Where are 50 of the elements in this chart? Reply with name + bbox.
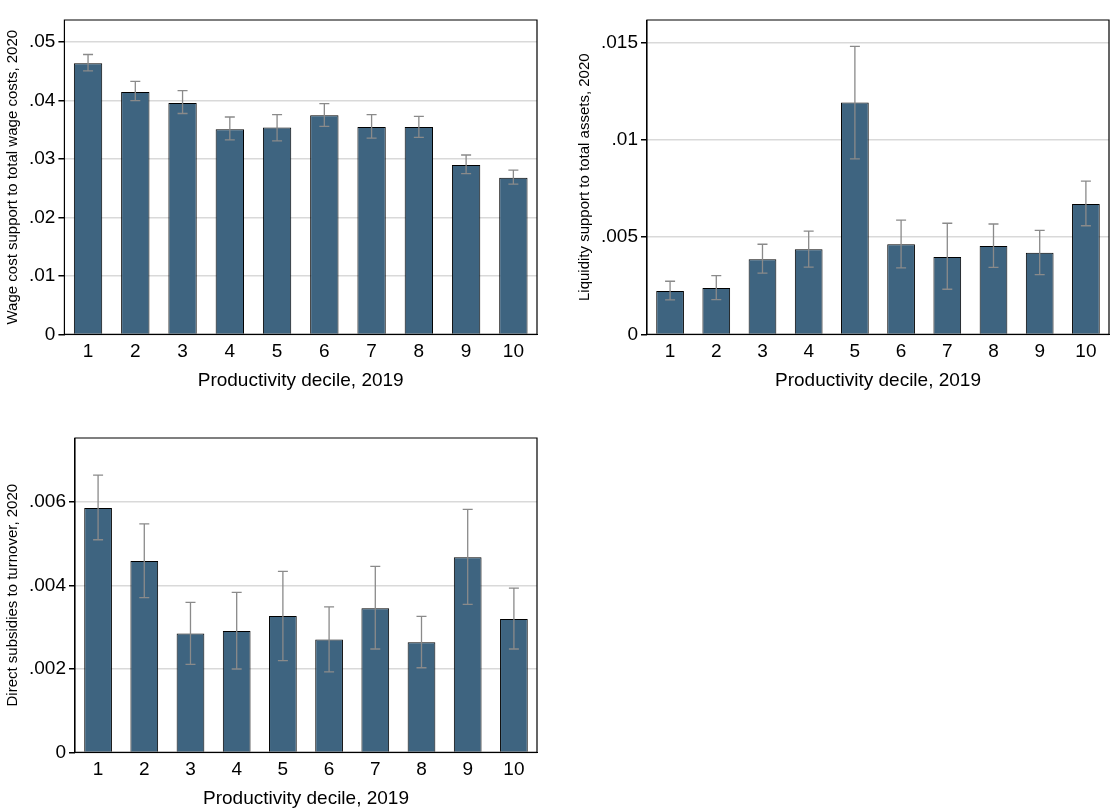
x-tick-label: 10 bbox=[502, 340, 524, 362]
y-tick-label: .05 bbox=[28, 30, 56, 52]
y-tick-label: .004 bbox=[29, 573, 67, 595]
x-tick-label: 1 bbox=[82, 340, 94, 362]
x-tick-label: 1 bbox=[664, 340, 676, 362]
y-tick-label: .01 bbox=[28, 264, 56, 286]
y-tick-label: .006 bbox=[29, 490, 66, 512]
x-tick-label: 3 bbox=[757, 340, 768, 362]
y-tick-label: .002 bbox=[29, 657, 66, 679]
x-tick-label: 3 bbox=[177, 340, 188, 362]
x-tick-label: 6 bbox=[323, 758, 335, 780]
x-tick-label: 2 bbox=[130, 340, 141, 362]
x-tick-label: 4 bbox=[803, 340, 815, 362]
y-axis-title: Direct subsidies to turnover, 2020 bbox=[3, 483, 21, 707]
y-tick-label: .005 bbox=[601, 225, 638, 247]
y-tick-label: 0 bbox=[55, 740, 66, 762]
x-tick-label: 2 bbox=[138, 758, 150, 780]
x-tick-label: 6 bbox=[895, 340, 907, 362]
x-tick-label: 10 bbox=[503, 758, 525, 780]
x-tick-label: 2 bbox=[710, 340, 722, 362]
x-tick-label: 3 bbox=[185, 758, 196, 780]
x-tick-label: 8 bbox=[988, 340, 999, 362]
x-tick-label: 7 bbox=[366, 340, 377, 362]
y-tick-label: 0 bbox=[44, 322, 56, 344]
x-axis-title: Productivity decile, 2019 bbox=[775, 368, 981, 390]
x-tick-label: 1 bbox=[92, 758, 104, 780]
x-tick-label: 7 bbox=[370, 758, 381, 780]
x-tick-label: 10 bbox=[1075, 340, 1097, 362]
x-tick-label: 4 bbox=[231, 758, 243, 780]
y-axis-title: Wage cost support to total wage costs, 2020 bbox=[3, 29, 21, 325]
x-axis-title: Productivity decile, 2019 bbox=[197, 368, 404, 390]
y-tick-label: .01 bbox=[611, 127, 638, 149]
x-tick-label: 7 bbox=[942, 340, 953, 362]
x-tick-label: 9 bbox=[1034, 340, 1045, 362]
y-tick-label: 0 bbox=[627, 322, 638, 344]
y-tick-label: .04 bbox=[28, 88, 56, 110]
x-tick-label: 5 bbox=[271, 340, 283, 362]
x-tick-label: 6 bbox=[319, 340, 330, 362]
x-axis-title: Productivity decile, 2019 bbox=[203, 786, 409, 808]
x-tick-label: 5 bbox=[277, 758, 289, 780]
y-tick-label: .015 bbox=[601, 30, 638, 52]
x-tick-label: 4 bbox=[224, 340, 236, 362]
x-tick-label: 9 bbox=[462, 758, 473, 780]
x-tick-label: 8 bbox=[416, 758, 427, 780]
y-axis-title: Liquidity support to total assets, 2020 bbox=[575, 53, 593, 302]
x-tick-label: 9 bbox=[460, 340, 472, 362]
y-tick-label: .02 bbox=[28, 205, 56, 227]
x-tick-label: 8 bbox=[413, 340, 425, 362]
x-tick-label: 5 bbox=[849, 340, 861, 362]
y-tick-label: .03 bbox=[28, 147, 56, 169]
